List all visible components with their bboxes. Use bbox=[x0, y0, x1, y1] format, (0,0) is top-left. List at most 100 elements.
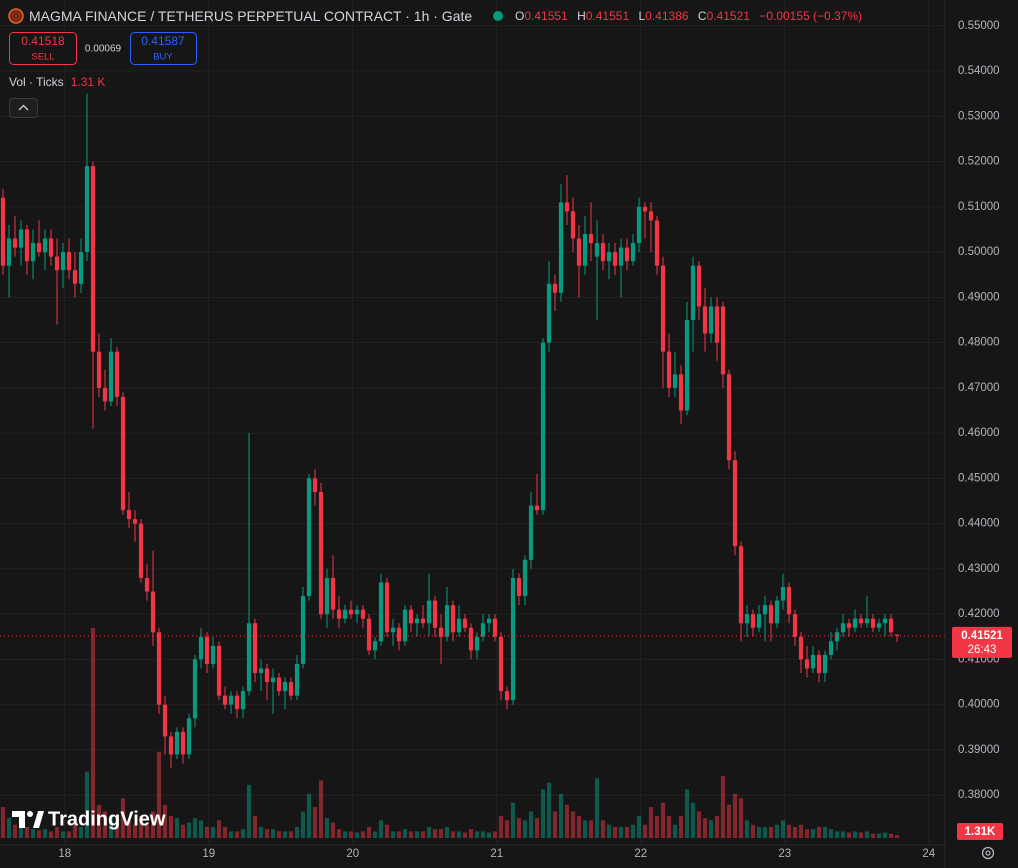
collapse-button[interactable] bbox=[9, 98, 38, 118]
volume-bar bbox=[732, 793, 738, 838]
volume-bar bbox=[300, 811, 306, 838]
volume-bar bbox=[714, 815, 720, 838]
candle-body bbox=[594, 243, 600, 257]
volume-bar bbox=[522, 820, 528, 838]
volume-bar bbox=[474, 831, 480, 838]
sell-button[interactable] bbox=[9, 32, 77, 65]
candle-body bbox=[288, 682, 294, 696]
volume-bar bbox=[684, 789, 690, 838]
volume-bar bbox=[348, 831, 354, 838]
candle-body bbox=[384, 582, 390, 633]
volume-bar bbox=[660, 802, 666, 838]
volume-bar bbox=[318, 780, 324, 838]
candle-body bbox=[468, 627, 474, 651]
candle-body bbox=[516, 577, 522, 597]
buy-price[interactable]: 0.41587 bbox=[141, 34, 185, 48]
volume-bar bbox=[216, 820, 222, 838]
y-tick-label: 0.40000 bbox=[958, 699, 1000, 711]
volume-bar bbox=[336, 829, 342, 838]
candle-body bbox=[396, 627, 402, 642]
y-tick-label: 0.48000 bbox=[958, 337, 1000, 349]
volume-bar bbox=[600, 820, 606, 838]
sell-price[interactable]: 0.41518 bbox=[21, 34, 65, 48]
candle-body bbox=[486, 618, 492, 624]
volume-bar bbox=[54, 826, 60, 838]
candle-body bbox=[390, 627, 396, 633]
volume-bar bbox=[174, 818, 180, 838]
candle-body bbox=[690, 265, 696, 320]
volume-bar bbox=[810, 829, 816, 838]
volume-bar bbox=[402, 829, 408, 838]
volume-bar bbox=[786, 824, 792, 838]
volume-bar bbox=[438, 829, 444, 838]
volume-bar bbox=[90, 628, 96, 838]
candle-body bbox=[858, 618, 864, 624]
volume-bar bbox=[840, 831, 846, 838]
volume-bar bbox=[630, 824, 636, 838]
candle-body bbox=[732, 460, 738, 547]
candle-body bbox=[870, 618, 876, 628]
ohlc-value: 0.41551 bbox=[586, 9, 630, 23]
candle-body bbox=[234, 695, 240, 710]
y-tick-label: 0.39000 bbox=[958, 744, 1000, 756]
volume-bar bbox=[270, 829, 276, 838]
volume-bar bbox=[96, 804, 102, 838]
volume-bar bbox=[108, 815, 114, 838]
candle-body bbox=[126, 510, 132, 520]
candle-body bbox=[96, 351, 102, 388]
volume-axis-badge bbox=[957, 823, 1003, 840]
volume-bar bbox=[228, 831, 234, 838]
volume-bar bbox=[138, 815, 144, 838]
candle-body bbox=[492, 618, 498, 637]
candle-body bbox=[600, 243, 606, 262]
candle-body bbox=[120, 396, 126, 511]
candle-body bbox=[36, 243, 42, 253]
volume-bar bbox=[42, 829, 48, 838]
candle-body bbox=[714, 306, 720, 343]
gear[interactable] bbox=[981, 846, 995, 860]
candle-body bbox=[450, 605, 456, 633]
volume-bar bbox=[60, 831, 66, 838]
sell-label[interactable]: SELL bbox=[31, 52, 54, 63]
volume-bar bbox=[468, 829, 474, 838]
candle-body bbox=[750, 614, 756, 628]
volume-bar bbox=[324, 818, 330, 838]
candle-body bbox=[138, 523, 144, 578]
volume-bar bbox=[198, 820, 204, 838]
volume-bar bbox=[870, 833, 876, 838]
candle-body bbox=[648, 211, 654, 221]
candle-body bbox=[306, 478, 312, 597]
volume-bar bbox=[792, 826, 798, 838]
volume-bar bbox=[780, 820, 786, 838]
candle-body bbox=[876, 623, 882, 628]
volume-bar bbox=[510, 802, 516, 838]
volume-legend: Vol · Ticks 1.31 K bbox=[9, 75, 105, 89]
candle-body bbox=[402, 609, 408, 642]
volume-bar bbox=[762, 826, 768, 838]
volume-bar bbox=[6, 818, 12, 838]
volume-bar bbox=[156, 751, 162, 838]
candle-body bbox=[744, 614, 750, 624]
candle-body bbox=[582, 233, 588, 266]
candle-body bbox=[330, 577, 336, 610]
ohlc-label: C bbox=[698, 9, 707, 23]
x-tick-label: 22 bbox=[634, 848, 647, 860]
buy-label[interactable]: BUY bbox=[153, 52, 173, 63]
settings-icon[interactable] bbox=[981, 846, 995, 860]
candle-body bbox=[222, 695, 228, 705]
candle-body bbox=[156, 632, 162, 705]
buy-button[interactable] bbox=[130, 32, 197, 65]
candle-body bbox=[738, 546, 744, 624]
volume-bar bbox=[72, 824, 78, 838]
volume-bar bbox=[726, 804, 732, 838]
candle-body bbox=[240, 691, 246, 710]
candle-body bbox=[444, 605, 450, 637]
volume-bar bbox=[462, 832, 468, 838]
gear-core[interactable] bbox=[985, 850, 991, 856]
volume-bar bbox=[120, 798, 126, 838]
ohlc-value: 0.41551 bbox=[524, 9, 568, 23]
candle-body bbox=[546, 283, 552, 343]
candle-body bbox=[48, 238, 54, 257]
ohlc-value: 0.41386 bbox=[645, 9, 689, 23]
